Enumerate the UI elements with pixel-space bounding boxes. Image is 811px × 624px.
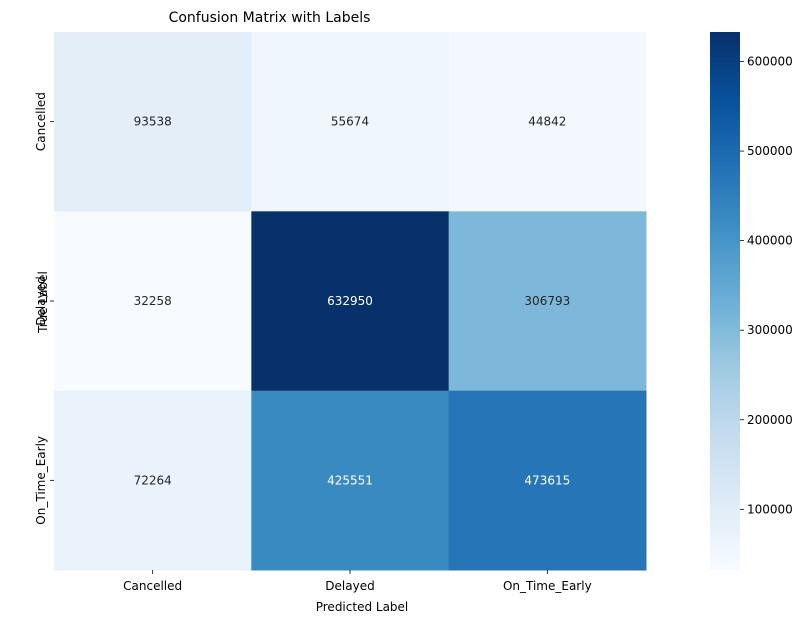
- cell-value-label: 55674: [331, 115, 369, 129]
- heatmap-cell-labels: 93538 55674 44842 32258 632950 306793 72264 425…: [134, 115, 571, 488]
- cell-value-label: 72264: [134, 473, 172, 487]
- cell-value-label: 93538: [134, 115, 172, 129]
- heatmap-cell: [54, 32, 252, 212]
- heatmap-cell: [251, 32, 450, 212]
- heatmap-cell: [448, 390, 647, 571]
- x-axis-label: Predicted Label: [316, 600, 409, 614]
- x-tick-label: On_Time_Early: [503, 579, 592, 593]
- heatmap-cell: [448, 211, 647, 392]
- cell-value-label: 425551: [327, 473, 373, 487]
- heatmap-cell: [54, 390, 252, 571]
- colorbar-tick-label: 400000: [747, 234, 793, 248]
- heatmap-cell: [251, 390, 450, 571]
- y-tick-label: Delayed: [34, 276, 48, 325]
- colorbar-tick-label: 200000: [747, 413, 793, 427]
- heatmap-cell: [54, 211, 252, 392]
- cell-value-label: 44842: [528, 115, 566, 129]
- chart-title: Confusion Matrix with Labels: [169, 10, 371, 26]
- heatmap-cells: [54, 32, 647, 571]
- heatmap-cell: [251, 211, 450, 392]
- colorbar-tick-label: 500000: [747, 144, 793, 158]
- cell-value-label: 306793: [524, 294, 570, 308]
- colorbar-tick-label: 600000: [747, 55, 793, 69]
- y-axis: Cancelled Delayed On_Time_Early: [34, 92, 54, 525]
- y-tick-label: On_Time_Early: [34, 436, 48, 525]
- cell-value-label: 32258: [134, 294, 172, 308]
- colorbar-tick-label: 100000: [747, 502, 793, 516]
- x-tick-label: Cancelled: [123, 579, 182, 593]
- heatmap-cell: [448, 32, 647, 212]
- cell-value-label: 632950: [327, 294, 373, 308]
- cell-value-label: 473615: [524, 473, 570, 487]
- x-axis: Cancelled Delayed On_Time_Early: [123, 570, 592, 593]
- y-axis-label: True Label: [36, 271, 50, 334]
- colorbar-gradient: [710, 32, 740, 570]
- colorbar-tick-label: 300000: [747, 323, 793, 337]
- y-tick-label: Cancelled: [34, 92, 48, 151]
- x-tick-label: Delayed: [325, 579, 374, 593]
- colorbar: 100000 200000 300000 400000 500000 600000: [710, 32, 793, 570]
